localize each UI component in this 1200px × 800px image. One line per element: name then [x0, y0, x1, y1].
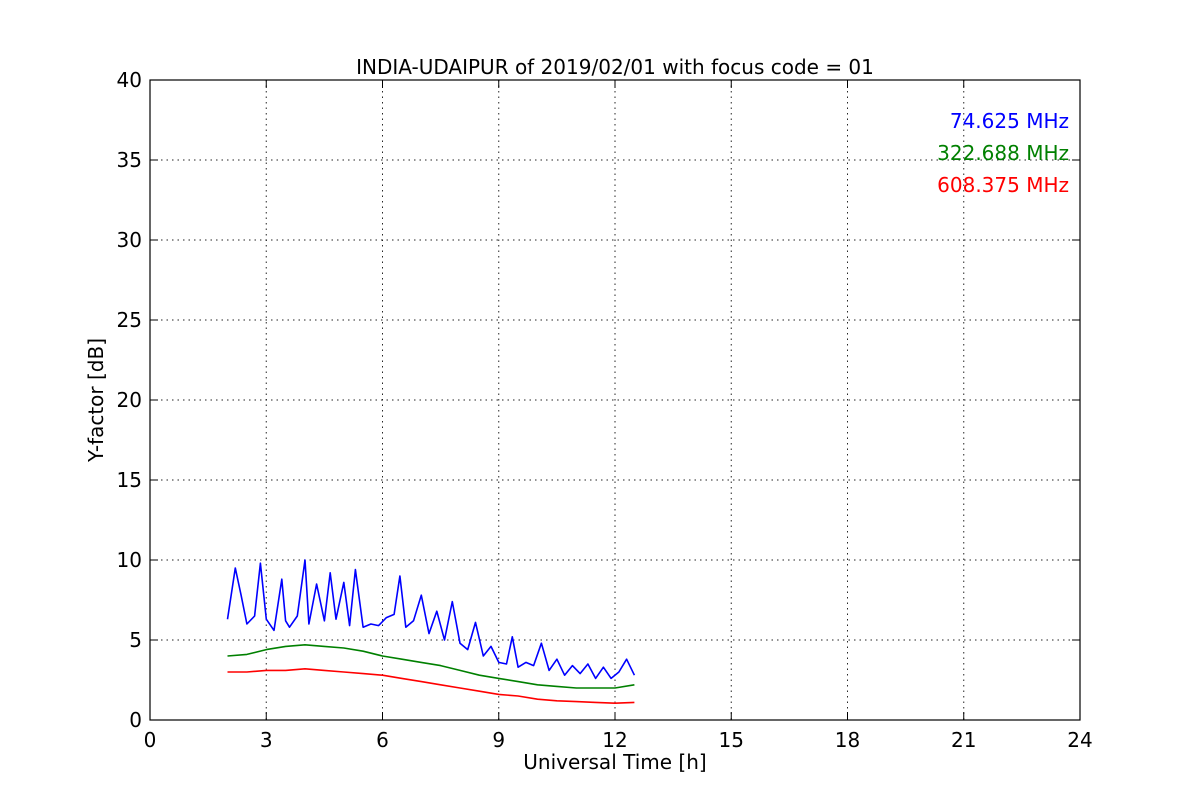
y-tick-label: 30 — [117, 228, 142, 252]
y-tick-label: 35 — [117, 148, 142, 172]
y-tick-label: 25 — [117, 308, 142, 332]
legend-entry-1: 74.625 MHz — [950, 109, 1069, 133]
series-line-1 — [226, 559, 636, 680]
tick-layer: 0 3 6 9 12 15 18 21 24 0 5 10 15 20 25 30 35 40 — [117, 68, 1093, 752]
legend: 74.625 MHz 322.688 MHz 608.375 MHz — [937, 109, 1069, 197]
x-tick-label: 12 — [602, 728, 627, 752]
legend-entry-2: 322.688 MHz — [937, 141, 1069, 165]
series-layer — [226, 559, 636, 704]
y-tick-label: 15 — [117, 468, 142, 492]
x-tick-label: 9 — [492, 728, 505, 752]
x-tick-label: 15 — [719, 728, 744, 752]
y-tick-label: 10 — [117, 548, 142, 572]
x-tick-label: 3 — [260, 728, 273, 752]
y-axis-label: Y-factor [dB] — [84, 338, 108, 463]
y-tick-label: 40 — [117, 68, 142, 92]
grid-layer — [150, 80, 1080, 720]
y-tick-label: 5 — [129, 628, 142, 652]
series-line-3 — [227, 668, 635, 704]
x-tick-label: 24 — [1067, 728, 1092, 752]
x-tick-label: 21 — [951, 728, 976, 752]
series-line-2 — [227, 644, 635, 689]
y-tick-label: 0 — [129, 708, 142, 732]
y-tick-label: 20 — [117, 388, 142, 412]
x-tick-label: 18 — [835, 728, 860, 752]
x-tick-label: 6 — [376, 728, 389, 752]
chart-title: INDIA-UDAIPUR of 2019/02/01 with focus c… — [356, 55, 874, 79]
legend-entry-3: 608.375 MHz — [937, 173, 1069, 197]
x-tick-label: 0 — [144, 728, 157, 752]
x-axis-label: Universal Time [h] — [523, 750, 706, 774]
